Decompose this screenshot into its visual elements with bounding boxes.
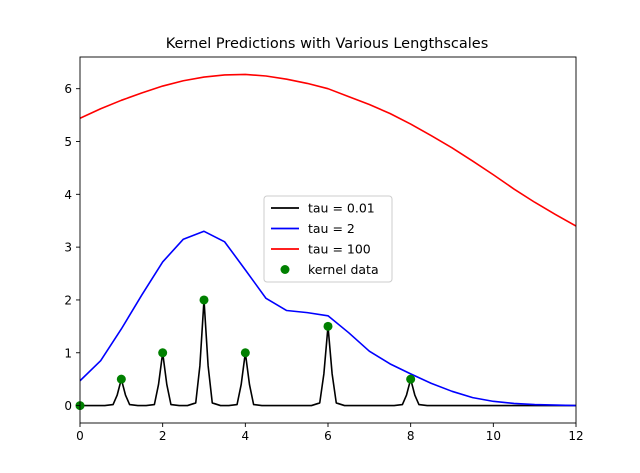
legend: tau = 0.01 tau = 2 tau = 100 kernel data	[263, 195, 393, 283]
plot-area	[75, 73, 576, 411]
x-tick-label: 6	[324, 429, 332, 443]
y-tick-label: 2	[64, 293, 72, 307]
legend-label-1: tau = 0.01	[308, 201, 375, 216]
x-tick-label: 12	[568, 429, 583, 443]
y-tick-label: 4	[64, 188, 72, 202]
y-tick-label: 5	[64, 135, 72, 149]
y-tick-label: 0	[64, 399, 72, 413]
series-line-3	[80, 73, 576, 227]
series-line-1	[80, 299, 576, 407]
x-tick-label: 0	[76, 429, 84, 443]
scatter-point	[406, 374, 416, 384]
scatter-point	[323, 321, 333, 331]
legend-label-2: tau = 2	[308, 221, 355, 236]
scatter-point	[158, 348, 168, 358]
x-tick-label: 2	[159, 429, 167, 443]
x-tick-label: 8	[407, 429, 415, 443]
series-group	[80, 73, 576, 407]
scatter-point	[199, 295, 209, 305]
y-tick-label: 3	[64, 241, 72, 255]
legend-label-3: tau = 100	[308, 242, 371, 257]
legend-box	[263, 195, 393, 283]
legend-label-scatter: kernel data	[308, 262, 379, 277]
chart-title: Kernel Predictions with Various Lengthsc…	[166, 36, 489, 52]
scatter-point	[240, 348, 250, 358]
series-line-2	[80, 230, 576, 407]
legend-swatch-scatter	[280, 265, 290, 274]
y-tick-label: 1	[64, 346, 72, 360]
x-tick-label: 10	[486, 429, 501, 443]
y-tick-label: 6	[64, 82, 72, 96]
scatter-point	[116, 374, 126, 384]
x-tick-label: 4	[242, 429, 250, 443]
